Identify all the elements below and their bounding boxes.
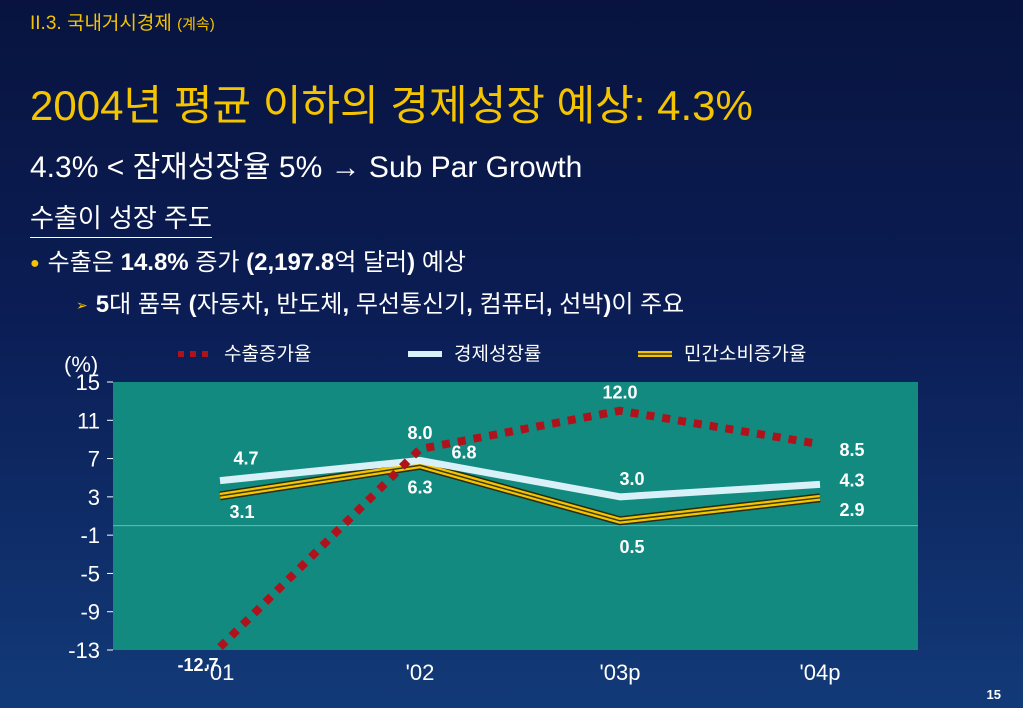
- y-tick-label: -1: [80, 523, 100, 548]
- bullet-text: 5: [95, 291, 110, 318]
- bullet-text: ,: [545, 291, 553, 318]
- bullet-text: 대 품목: [109, 291, 189, 318]
- bullet-text: 14.8%: [120, 249, 189, 276]
- data-label-private-consumption: 6.3: [407, 477, 432, 497]
- data-label-private-consumption: 2.9: [839, 500, 864, 520]
- section-label-continued: (계속): [177, 16, 215, 33]
- data-label-gdp-growth: 4.3: [839, 470, 864, 490]
- slide-title: 2004년 평균 이하의 경제성장 예상: 4.3%: [30, 82, 753, 129]
- y-tick-label: 7: [88, 447, 100, 472]
- bullet-text: 증가: [188, 249, 247, 276]
- bullet-text: 수출은: [47, 249, 121, 276]
- y-tick-label: -13: [68, 638, 100, 663]
- data-labels: -12.7 8.0 12.0 8.5 4.7 6.8 3.0 4.3 3.1 6.3 0.5 2.9: [177, 383, 864, 675]
- gridlines: [107, 381, 918, 651]
- x-tick-label: '02: [406, 660, 435, 685]
- bullet-text: 반도체: [269, 291, 343, 318]
- chart-legend: 수출증가율 경제성장률 민간소비증가율: [178, 343, 806, 365]
- series-line-private-consumption: [219, 464, 821, 522]
- bullet-exports: ● 수출은 14.8% 증가 (2,197.8억 달러) 예상: [30, 242, 466, 277]
- bullet-text: 선박: [552, 291, 604, 318]
- bullet-text: 억 달러: [334, 249, 408, 276]
- section-label-main: II.3. 국내거시경제: [30, 13, 178, 34]
- growth-line-chart: 수출증가율 경제성장률 민간소비증가율 (%) 15 11 7 3 -1 -5 -9 -13 '0…: [64, 343, 918, 685]
- y-axis-label: (%): [64, 352, 98, 377]
- x-tick-label: '01: [206, 660, 235, 685]
- bullet-text: 이 주요: [611, 291, 685, 318]
- bullet-text: 무선통신기: [349, 291, 467, 318]
- data-label-export-growth: 8.5: [839, 440, 864, 460]
- y-tick-label: 3: [88, 485, 100, 510]
- bullet-text: ): [407, 249, 416, 276]
- y-tick-label: 15: [76, 370, 100, 395]
- y-tick-label: -9: [80, 600, 100, 625]
- data-label-export-growth: -12.7: [177, 655, 218, 675]
- y-tick-label: 11: [77, 408, 100, 433]
- section-label: II.3. 국내거시경제 (계속): [30, 8, 215, 35]
- data-label-gdp-growth: 3.0: [619, 469, 644, 489]
- data-label-private-consumption: 0.5: [619, 537, 644, 557]
- y-axis-ticks: 15 11 7 3 -1 -5 -9 -13: [68, 370, 100, 663]
- bullet-text: (: [188, 291, 197, 318]
- x-tick-label: '03p: [600, 660, 641, 685]
- bullet-text: (2,197.8: [246, 249, 335, 276]
- bullet-text: 컴퓨터: [472, 291, 546, 318]
- legend-label-gdp-growth: 경제성장률: [454, 343, 541, 365]
- bullet-dot-icon: ●: [30, 254, 40, 272]
- bullet-major-items: ➢ 5대 품목 (자동차, 반도체, 무선통신기, 컴퓨터, 선박)이 주요: [76, 284, 684, 319]
- bullet-text: ): [603, 291, 612, 318]
- y-tick-label: -5: [80, 561, 100, 586]
- slide-subtitle: 4.3% < 잠재성장율 5% → Sub Par Growth: [30, 151, 583, 184]
- data-label-gdp-growth: 4.7: [233, 449, 258, 469]
- data-label-gdp-growth: 6.8: [451, 442, 476, 462]
- series-line-gdp-growth: [219, 456, 821, 501]
- bullet-text: ,: [262, 291, 270, 318]
- data-label-export-growth: 8.0: [407, 423, 432, 443]
- arrow-bullet-icon: ➢: [76, 297, 88, 314]
- x-tick-label: '04p: [800, 660, 841, 685]
- bullet-text: ,: [342, 291, 350, 318]
- data-label-export-growth: 12.0: [602, 383, 637, 403]
- bullet-text: ,: [466, 291, 473, 318]
- x-axis-ticks: '01 '02 '03p '04p: [206, 660, 841, 685]
- page-number: 15: [986, 687, 1001, 702]
- legend-label-private-consumption: 민간소비증가율: [684, 343, 806, 365]
- plot-area: [113, 382, 918, 650]
- bullet-text: 예상: [415, 249, 466, 276]
- subheading: 수출이 성장 주도: [30, 198, 212, 238]
- bullet-text: 자동차: [196, 291, 263, 318]
- legend-label-export-growth: 수출증가율: [224, 343, 311, 365]
- data-label-private-consumption: 3.1: [229, 502, 254, 522]
- series-layer: [217, 406, 821, 650]
